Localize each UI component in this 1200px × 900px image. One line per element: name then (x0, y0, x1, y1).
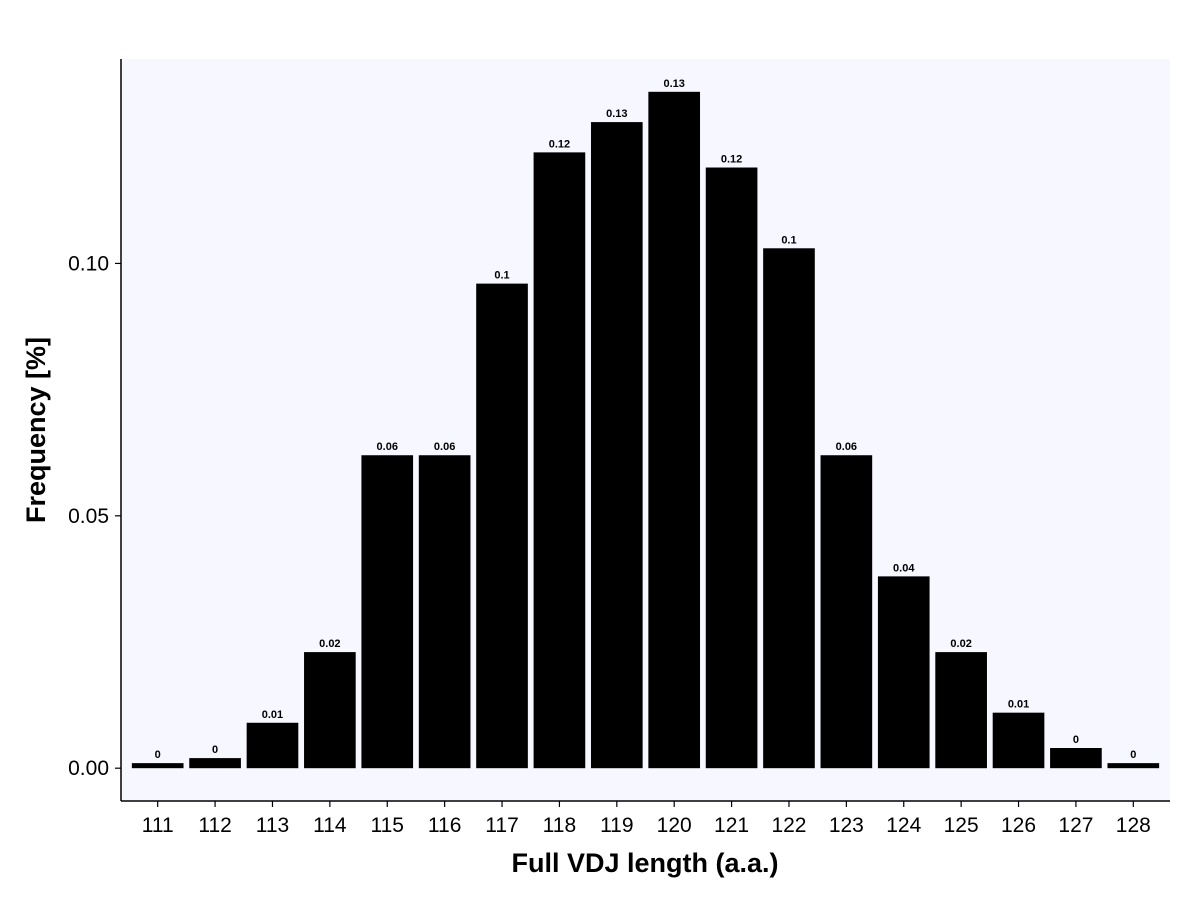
x-tick-label-115: 115 (371, 814, 404, 837)
bar-112 (189, 758, 241, 769)
bar-128 (1107, 763, 1160, 769)
bar-115 (361, 455, 414, 769)
bar-value-label-127: 0 (1073, 734, 1079, 746)
x-tick-label-117: 117 (485, 814, 518, 837)
x-tick-label-111: 111 (142, 814, 174, 837)
x-tick-label-122: 122 (771, 814, 806, 837)
bar-value-label-121: 0.12 (721, 154, 742, 166)
bar-124 (877, 576, 930, 769)
x-tick-label-116: 116 (428, 814, 461, 837)
bar-116 (418, 455, 471, 769)
bar-value-label-111: 0 (155, 749, 161, 761)
x-tick-label-112: 112 (198, 814, 231, 837)
x-tick-label-124: 124 (886, 814, 921, 837)
bar-value-label-117: 0.1 (494, 270, 509, 282)
x-tick-label-127: 127 (1058, 814, 1093, 837)
bar-117 (476, 283, 528, 769)
bar-118 (533, 152, 586, 769)
bar-value-label-120: 0.13 (663, 78, 684, 90)
x-axis-ticks: 111 112 113 114 115 116 117 118 119 120 121 122 123 1… (142, 801, 1151, 837)
y-tick-label-1: 0.05 (68, 505, 109, 528)
bar-114 (304, 652, 356, 769)
x-tick-label-120: 120 (657, 814, 692, 837)
bar-value-label-125: 0.02 (950, 638, 971, 650)
bar-value-label-119: 0.13 (606, 108, 627, 120)
bars (131, 91, 1160, 769)
bar-120 (648, 91, 701, 769)
bar-value-label-114: 0.02 (319, 638, 340, 650)
bar-value-label-112: 0 (212, 744, 218, 756)
bar-value-label-116: 0.06 (434, 441, 455, 453)
x-axis-title: Full VDJ length (a.a.) (511, 848, 778, 878)
bar-value-label-122: 0.1 (781, 234, 796, 246)
bar-119 (590, 122, 643, 769)
bar-value-label-118: 0.12 (549, 138, 570, 150)
bar-125 (935, 652, 987, 769)
bar-113 (246, 722, 299, 769)
x-tick-label-118: 118 (543, 814, 576, 837)
bar-value-label-113: 0.01 (262, 709, 283, 721)
bar-111 (131, 763, 184, 769)
bar-127 (1050, 748, 1102, 769)
x-tick-label-125: 125 (944, 814, 979, 837)
bar-121 (705, 167, 758, 769)
x-tick-label-114: 114 (313, 814, 347, 837)
bar-126 (992, 712, 1045, 769)
bar-value-label-124: 0.04 (893, 562, 915, 574)
x-tick-label-119: 119 (600, 814, 633, 837)
y-axis-ticks: 0.00 0.05 0.10 (68, 252, 121, 780)
x-tick-label-128: 128 (1116, 814, 1151, 837)
y-tick-label-0: 0.00 (68, 757, 109, 780)
x-tick-label-126: 126 (1001, 814, 1036, 837)
y-tick-label-2: 0.10 (68, 252, 109, 275)
bar-123 (820, 455, 873, 769)
bar-value-label-123: 0.06 (836, 441, 857, 453)
x-tick-label-123: 123 (829, 814, 864, 837)
bar-value-label-115: 0.06 (377, 441, 398, 453)
bar-value-label-126: 0.01 (1008, 699, 1029, 711)
plot-panel (121, 59, 1170, 801)
bar-122 (763, 248, 815, 769)
bar-value-labels: 0 0 0.01 0.02 0.06 0.06 0.1 0.12 0.13 0.13 0.12 0.1… (155, 78, 1137, 761)
x-tick-label-121: 121 (714, 814, 749, 837)
bar-value-label-128: 0 (1130, 749, 1136, 761)
y-axis-title: Frequency [%] (21, 337, 51, 523)
x-tick-label-113: 113 (256, 814, 289, 837)
